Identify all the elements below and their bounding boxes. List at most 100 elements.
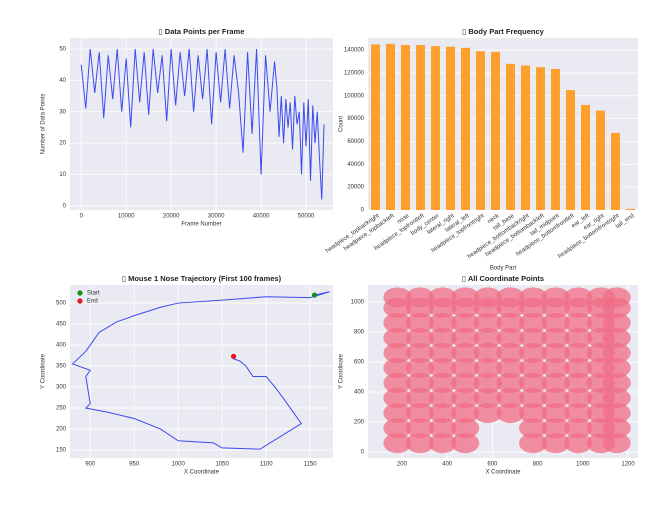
scatter-point xyxy=(519,342,548,363)
scatter-point xyxy=(496,287,525,308)
x-tick-label: 40000 xyxy=(253,214,270,220)
y-tick-label: 10 xyxy=(59,172,66,178)
y-tick-label: 200 xyxy=(56,427,67,433)
scatter-point xyxy=(473,287,502,308)
y-tick-label: 40 xyxy=(59,78,66,84)
x-tick-label: 950 xyxy=(129,462,140,468)
marker-point xyxy=(231,353,237,359)
scatter-point xyxy=(451,312,480,333)
scatter-point xyxy=(602,372,631,393)
scatter-point xyxy=(406,357,435,378)
y-axis-label: Y Coordinate xyxy=(339,353,345,389)
scatter-point xyxy=(496,357,525,378)
y-tick-label: 250 xyxy=(56,406,67,412)
scatter-point xyxy=(406,287,435,308)
y-tick-label: 500 xyxy=(56,301,67,307)
scatter-point xyxy=(564,312,593,333)
x-axis-label: Body Part xyxy=(490,266,517,272)
x-tick-label: 1000 xyxy=(172,462,186,468)
bar xyxy=(551,68,560,210)
x-tick-label: 1150 xyxy=(304,462,318,468)
scatter-point xyxy=(496,327,525,348)
scatter-point xyxy=(383,403,412,424)
legend-label: End xyxy=(87,299,98,305)
y-axis-label: Y Coordinate xyxy=(41,353,47,389)
scatter-point xyxy=(451,403,480,424)
scatter-point xyxy=(428,357,457,378)
bar xyxy=(536,67,545,210)
y-tick-label: 350 xyxy=(56,364,67,370)
x-tick-label: 20000 xyxy=(163,214,180,220)
scatter-point xyxy=(564,372,593,393)
scatter-point xyxy=(519,327,548,348)
y-tick-label: 20 xyxy=(59,141,66,147)
scatter-point xyxy=(519,433,548,454)
bar xyxy=(626,208,635,210)
chart-title: ▯ Mouse 1 Nose Trajectory (First 100 fra… xyxy=(122,274,282,283)
scatter-point xyxy=(564,357,593,378)
bar xyxy=(491,51,500,210)
scatter-point xyxy=(564,327,593,348)
y-tick-label: 300 xyxy=(56,385,67,391)
x-tick-label: 1050 xyxy=(215,462,229,468)
line xyxy=(80,48,325,200)
scatter-point xyxy=(451,372,480,393)
bar xyxy=(476,51,485,211)
scatter-point xyxy=(428,418,457,439)
scatter-point xyxy=(519,372,548,393)
scatter-point xyxy=(564,403,593,424)
scatter-point xyxy=(541,287,570,308)
marker-point xyxy=(311,292,318,298)
scatter-point xyxy=(541,312,570,333)
y-axis-label: Number of Data Points xyxy=(41,94,47,155)
scatter-point xyxy=(406,433,435,454)
scatter-point xyxy=(473,357,502,378)
y-tick-label: 450 xyxy=(56,322,67,328)
y-tick-label: 0 xyxy=(63,203,67,209)
scatter-point xyxy=(541,433,570,454)
scatter-point xyxy=(564,342,593,363)
scatter-point xyxy=(496,312,525,333)
y-tick-label: 80000 xyxy=(347,116,364,122)
bar xyxy=(596,110,605,210)
scatter-point xyxy=(383,372,412,393)
chart-title: ▯ All Coordinate Points xyxy=(462,274,544,283)
legend-swatch xyxy=(77,290,83,296)
scatter-point xyxy=(428,388,457,409)
scatter-point xyxy=(383,327,412,348)
bar xyxy=(566,90,575,210)
bar xyxy=(521,65,530,210)
y-tick-label: 400 xyxy=(354,390,365,396)
line xyxy=(71,291,330,450)
scatter-point xyxy=(383,357,412,378)
x-tick-label: 600 xyxy=(487,462,498,468)
x-tick-label: 800 xyxy=(533,462,544,468)
y-tick-label: 140000 xyxy=(344,48,365,54)
scatter-point xyxy=(541,418,570,439)
scatter-point xyxy=(564,388,593,409)
bar xyxy=(371,44,380,210)
scatter-point xyxy=(541,357,570,378)
scatter-point xyxy=(519,388,548,409)
y-tick-label: 150 xyxy=(56,448,67,454)
scatter-point xyxy=(428,372,457,393)
scatter-point xyxy=(519,418,548,439)
x-tick-label: 50000 xyxy=(298,214,315,220)
legend-swatch xyxy=(77,298,83,304)
scatter-point xyxy=(406,418,435,439)
x-tick-label: 30000 xyxy=(208,214,225,220)
x-tick-label: 1100 xyxy=(260,462,274,468)
bar xyxy=(386,43,395,210)
bar xyxy=(506,63,515,211)
scatter-point xyxy=(451,418,480,439)
scatter-point xyxy=(496,403,525,424)
scatter-point xyxy=(602,312,631,333)
scatter-point xyxy=(383,388,412,409)
scatter-point xyxy=(451,388,480,409)
plot-area xyxy=(70,38,333,210)
x-tick-label: 900 xyxy=(85,462,96,468)
bar xyxy=(446,46,455,210)
bar xyxy=(401,44,410,211)
x-axis-label: X Coordinate xyxy=(184,470,220,476)
